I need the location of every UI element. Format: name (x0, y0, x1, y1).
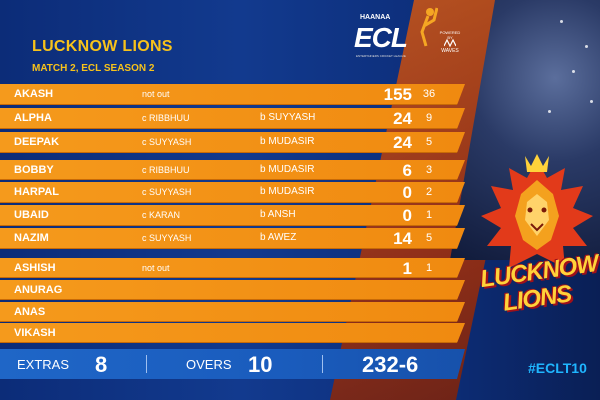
dismissal-catch: not out (142, 89, 170, 99)
batter-runs: 6 (402, 161, 412, 180)
dismissal-bowler: b MUDASIR (260, 136, 315, 147)
divider (146, 355, 147, 373)
batter-balls: 3 (425, 164, 433, 176)
dismissal-catch: c SUYYASH (142, 137, 192, 147)
batter-row: VIKASH (0, 323, 465, 343)
light-sparkle (548, 110, 551, 113)
waves-icon (444, 38, 456, 48)
batter-name: HARPAL (14, 186, 60, 198)
batter-row: ASHISH not out 1 1 (0, 258, 465, 278)
batter-name: ASHISH (14, 262, 56, 274)
extras-label: EXTRAS (17, 357, 70, 372)
overs-value: 10 (248, 352, 273, 377)
batter-name: UBAID (14, 209, 49, 221)
batter-runs: 14 (393, 229, 412, 248)
sponsor-label: HAANAA (360, 14, 391, 21)
batter-row: DEEPAK c SUYYASH b MUDASIR 24 5 (0, 132, 465, 153)
league-name: ECL (354, 22, 408, 53)
batter-runs: 24 (393, 133, 412, 152)
batter-runs: 24 (393, 109, 412, 128)
batter-balls: 9 (425, 112, 433, 124)
dismissal-bowler: b MUDASIR (260, 164, 315, 175)
batter-runs: 0 (402, 206, 412, 225)
batter-name: ALPHA (14, 112, 52, 124)
batter-balls: 1 (425, 262, 433, 274)
innings-summary-bar: EXTRAS 8 OVERS 10 232-6 (0, 349, 465, 379)
batter-runs: 0 (402, 183, 412, 202)
batter-row: UBAID c KARAN b ANSH 0 1 (0, 205, 465, 226)
dismissal-catch: c SUYYASH (142, 187, 192, 197)
batter-balls: 5 (425, 232, 433, 244)
batter-row: ALPHA c RIBBHUU b SUYYASH 24 9 (0, 108, 465, 129)
light-sparkle (560, 20, 563, 23)
batter-balls: 1 (425, 209, 433, 221)
dismissal-bowler: b SUYYASH (260, 112, 316, 123)
lion-crest-icon (481, 154, 593, 268)
league-tagline: ENTERTAINERS CRICKET LEAGUE (356, 54, 406, 58)
light-sparkle (585, 45, 588, 48)
dismissal-catch: c RIBBHUU (142, 165, 190, 175)
dismissal-bowler: b AWEZ (260, 232, 297, 243)
batter-balls: 2 (425, 186, 433, 198)
match-subtitle: MATCH 2, ECL SEASON 2 (32, 63, 155, 74)
dismissal-catch: c SUYYASH (142, 233, 192, 243)
batter-name: BOBBY (14, 164, 54, 176)
batter-row: ANAS (0, 302, 465, 322)
dismissal-catch: not out (142, 263, 170, 273)
total-score: 232-6 (362, 352, 419, 377)
powered-by-label: POWERED BY (439, 30, 461, 40)
batter-row: ANURAG (0, 280, 465, 300)
batter-runs: 155 (383, 85, 412, 104)
overs-label: OVERS (186, 357, 232, 372)
divider (322, 355, 323, 373)
batter-name: ANURAG (14, 284, 63, 296)
batter-name: NAZIM (14, 232, 49, 244)
batter-name: VIKASH (14, 327, 56, 339)
extras-value: 8 (95, 352, 108, 377)
batter-row: AKASH not out 155 36 (0, 84, 465, 105)
partner-label: WAVES (441, 48, 459, 54)
team-title: LUCKNOW LIONS (32, 38, 173, 55)
batsman-icon (420, 7, 438, 47)
batter-row: HARPAL c SUYYASH b MUDASIR 0 2 (0, 182, 465, 203)
light-sparkle (572, 70, 575, 73)
batter-balls: 5 (425, 136, 433, 148)
batter-row: BOBBY c RIBBHUU b MUDASIR 6 3 (0, 160, 465, 180)
hashtag: #ECLT10 (528, 360, 587, 376)
batter-runs: 1 (402, 259, 412, 278)
batter-row: NAZIM c SUYYASH b AWEZ 14 5 (0, 228, 465, 249)
batter-name: ANAS (14, 306, 46, 318)
light-sparkle (590, 100, 593, 103)
batter-balls: 36 (422, 88, 436, 100)
dismissal-bowler: b ANSH (260, 209, 296, 220)
batter-name: AKASH (14, 88, 54, 100)
batter-name: DEEPAK (14, 136, 60, 148)
dismissal-catch: c RIBBHUU (142, 113, 190, 123)
dismissal-bowler: b MUDASIR (260, 186, 315, 197)
dismissal-catch: c KARAN (142, 210, 181, 220)
